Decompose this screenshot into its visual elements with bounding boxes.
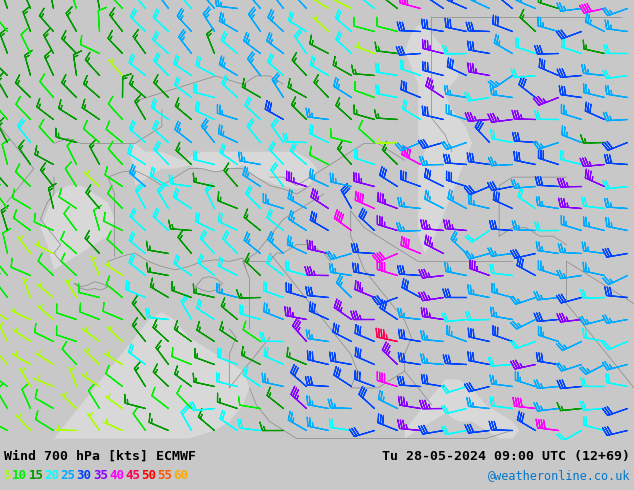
- Polygon shape: [0, 312, 250, 439]
- Polygon shape: [128, 144, 317, 189]
- Text: 35: 35: [93, 469, 108, 482]
- Text: 10: 10: [12, 469, 27, 482]
- Text: 60: 60: [173, 469, 188, 482]
- Text: 40: 40: [109, 469, 124, 482]
- Text: @weatheronline.co.uk: @weatheronline.co.uk: [488, 469, 630, 482]
- Text: 45: 45: [125, 469, 140, 482]
- Text: 50: 50: [141, 469, 156, 482]
- Text: 5: 5: [3, 469, 11, 482]
- Polygon shape: [404, 25, 472, 253]
- Text: 30: 30: [77, 469, 92, 482]
- Text: 20: 20: [44, 469, 60, 482]
- Text: 55: 55: [157, 469, 172, 482]
- Text: 25: 25: [61, 469, 75, 482]
- Text: 15: 15: [29, 469, 43, 482]
- Polygon shape: [41, 186, 115, 270]
- Text: Wind 700 hPa [kts] ECMWF: Wind 700 hPa [kts] ECMWF: [4, 450, 196, 463]
- Text: Tu 28-05-2024 09:00 UTC (12+69): Tu 28-05-2024 09:00 UTC (12+69): [382, 450, 630, 463]
- Polygon shape: [404, 380, 519, 439]
